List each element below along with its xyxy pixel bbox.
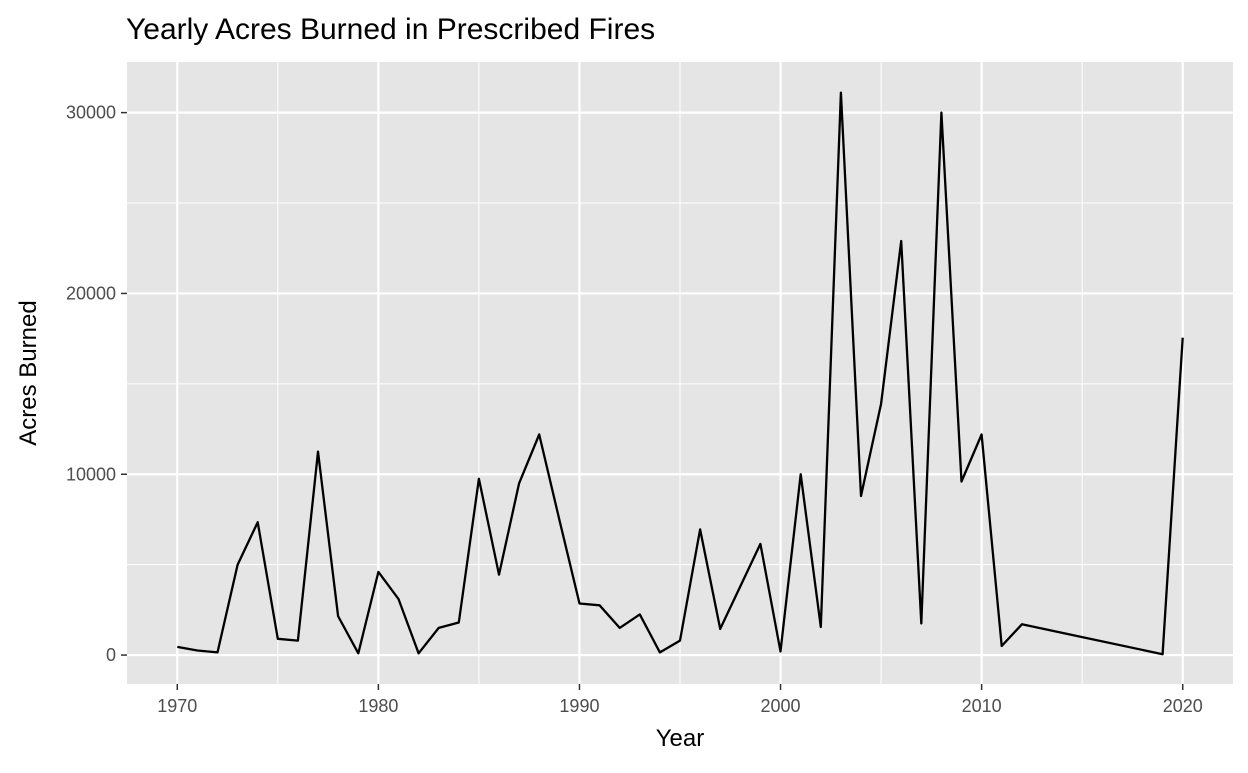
- y-tick-label: 10000: [66, 464, 116, 484]
- y-axis-title: Acres Burned: [15, 300, 42, 445]
- x-tick-label: 1980: [358, 696, 398, 716]
- y-tick-label: 0: [106, 645, 116, 665]
- x-tick-label: 2010: [962, 696, 1002, 716]
- minor-gridlines: [127, 62, 1233, 684]
- series-layer: [177, 91, 1184, 656]
- x-axis-title: Year: [656, 725, 705, 752]
- series-line: [177, 91, 1184, 656]
- x-tick-label: 2020: [1163, 696, 1203, 716]
- y-tick-label: 20000: [66, 283, 116, 303]
- x-tick-label: 2000: [761, 696, 801, 716]
- y-axis: 0 10000 20000 30000: [66, 103, 127, 665]
- x-tick-label: 1970: [157, 696, 197, 716]
- major-gridlines: [127, 62, 1233, 684]
- y-tick-label: 30000: [66, 103, 116, 123]
- x-tick-label: 1990: [559, 696, 599, 716]
- chart-title: Yearly Acres Burned in Prescribed Fires: [126, 13, 655, 46]
- x-axis: 1970 1980 1990 2000 2010 2020: [157, 684, 1203, 716]
